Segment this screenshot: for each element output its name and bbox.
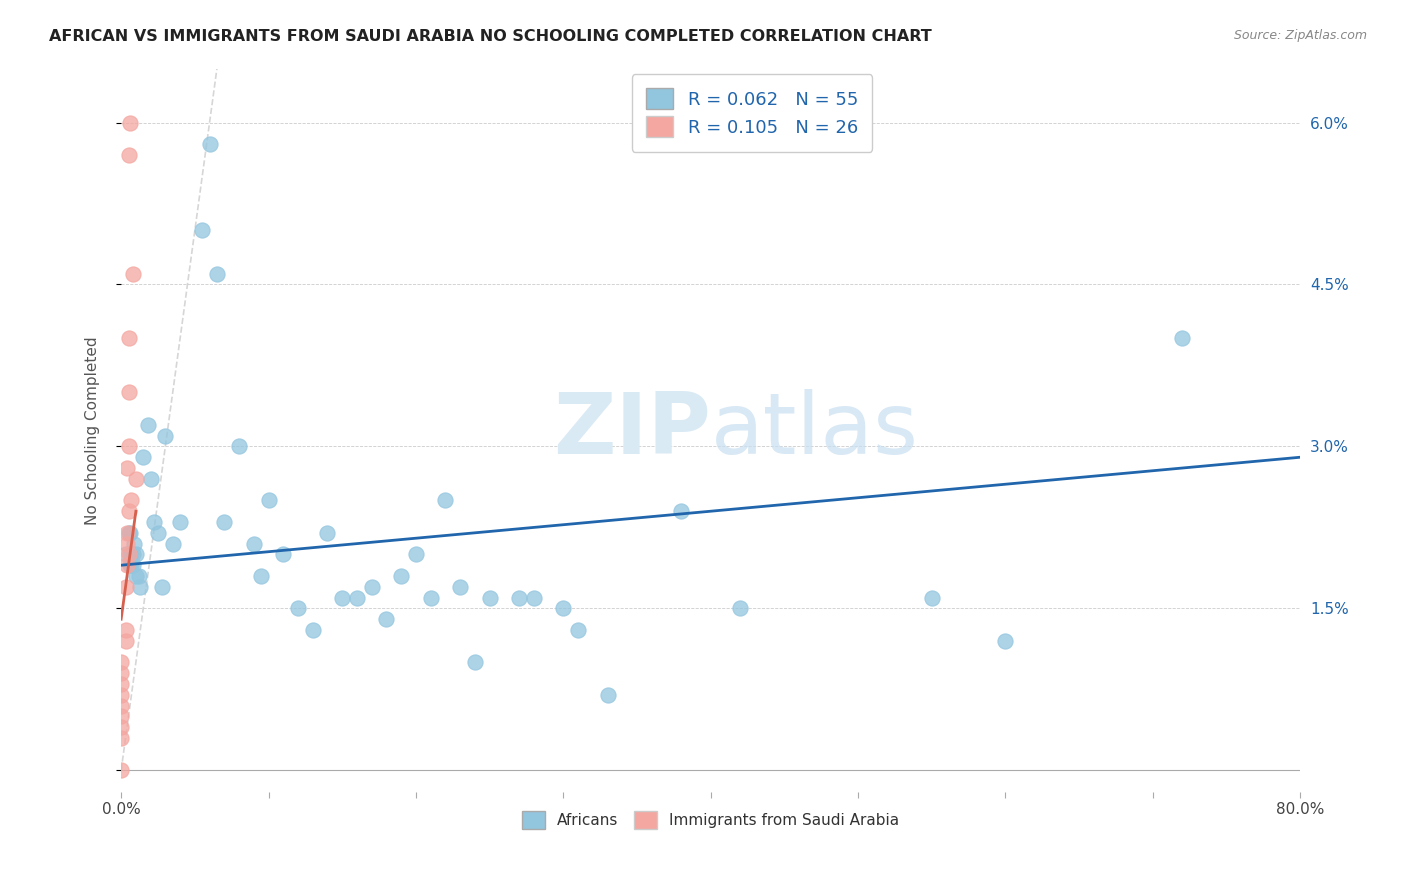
Point bbox=[118, 558, 141, 573]
Point bbox=[271, 548, 294, 562]
Point bbox=[136, 417, 159, 432]
Text: ZIP: ZIP bbox=[553, 389, 710, 472]
Point bbox=[118, 115, 141, 129]
Point bbox=[301, 623, 323, 637]
Point bbox=[449, 580, 471, 594]
Point bbox=[125, 569, 148, 583]
Point bbox=[346, 591, 368, 605]
Point bbox=[921, 591, 943, 605]
Point bbox=[508, 591, 530, 605]
Point bbox=[118, 525, 141, 540]
Point bbox=[110, 677, 132, 691]
Point bbox=[478, 591, 501, 605]
Point bbox=[110, 731, 132, 745]
Point bbox=[117, 385, 139, 400]
Point bbox=[120, 548, 142, 562]
Point bbox=[139, 472, 162, 486]
Point bbox=[405, 548, 427, 562]
Point bbox=[228, 439, 250, 453]
Point bbox=[214, 515, 236, 529]
Point bbox=[669, 504, 692, 518]
Point bbox=[553, 601, 575, 615]
Point bbox=[110, 656, 132, 670]
Point bbox=[257, 493, 280, 508]
Point bbox=[205, 267, 228, 281]
Point bbox=[122, 548, 145, 562]
Point bbox=[596, 688, 619, 702]
Point bbox=[1171, 331, 1194, 345]
Point bbox=[125, 548, 148, 562]
Point bbox=[242, 536, 264, 550]
Point bbox=[110, 688, 132, 702]
Point bbox=[330, 591, 353, 605]
Point bbox=[110, 764, 132, 778]
Point bbox=[389, 569, 412, 583]
Point bbox=[115, 461, 138, 475]
Point bbox=[117, 525, 139, 540]
Text: Source: ZipAtlas.com: Source: ZipAtlas.com bbox=[1233, 29, 1367, 42]
Point bbox=[198, 137, 221, 152]
Point bbox=[120, 493, 142, 508]
Point bbox=[155, 428, 177, 442]
Point bbox=[110, 709, 132, 723]
Point bbox=[114, 623, 136, 637]
Point bbox=[728, 601, 751, 615]
Point bbox=[287, 601, 309, 615]
Point bbox=[117, 439, 139, 453]
Point bbox=[114, 633, 136, 648]
Point bbox=[117, 331, 139, 345]
Point bbox=[129, 580, 152, 594]
Point bbox=[115, 525, 138, 540]
Point bbox=[122, 558, 145, 573]
Point bbox=[162, 536, 184, 550]
Point bbox=[250, 569, 273, 583]
Text: AFRICAN VS IMMIGRANTS FROM SAUDI ARABIA NO SCHOOLING COMPLETED CORRELATION CHART: AFRICAN VS IMMIGRANTS FROM SAUDI ARABIA … bbox=[49, 29, 932, 44]
Point bbox=[375, 612, 398, 626]
Point bbox=[117, 504, 139, 518]
Point bbox=[132, 450, 155, 465]
Point bbox=[169, 515, 191, 529]
Point bbox=[994, 633, 1017, 648]
Point bbox=[523, 591, 546, 605]
Point bbox=[114, 548, 136, 562]
Point bbox=[464, 656, 486, 670]
Y-axis label: No Schooling Completed: No Schooling Completed bbox=[86, 336, 100, 524]
Point bbox=[152, 580, 174, 594]
Point bbox=[114, 580, 136, 594]
Point bbox=[142, 515, 165, 529]
Point bbox=[110, 666, 132, 681]
Legend: Africans, Immigrants from Saudi Arabia: Africans, Immigrants from Saudi Arabia bbox=[516, 805, 905, 835]
Point bbox=[146, 525, 169, 540]
Text: atlas: atlas bbox=[710, 389, 918, 472]
Point bbox=[117, 148, 139, 162]
Point bbox=[360, 580, 382, 594]
Point bbox=[434, 493, 457, 508]
Point bbox=[117, 548, 139, 562]
Point bbox=[419, 591, 441, 605]
Point bbox=[115, 558, 138, 573]
Point bbox=[120, 558, 142, 573]
Point bbox=[110, 720, 132, 734]
Point bbox=[316, 525, 339, 540]
Point bbox=[567, 623, 589, 637]
Point bbox=[110, 698, 132, 713]
Point bbox=[124, 536, 146, 550]
Point bbox=[128, 569, 150, 583]
Point bbox=[115, 536, 138, 550]
Point bbox=[125, 472, 148, 486]
Point bbox=[122, 267, 145, 281]
Point bbox=[191, 223, 214, 237]
